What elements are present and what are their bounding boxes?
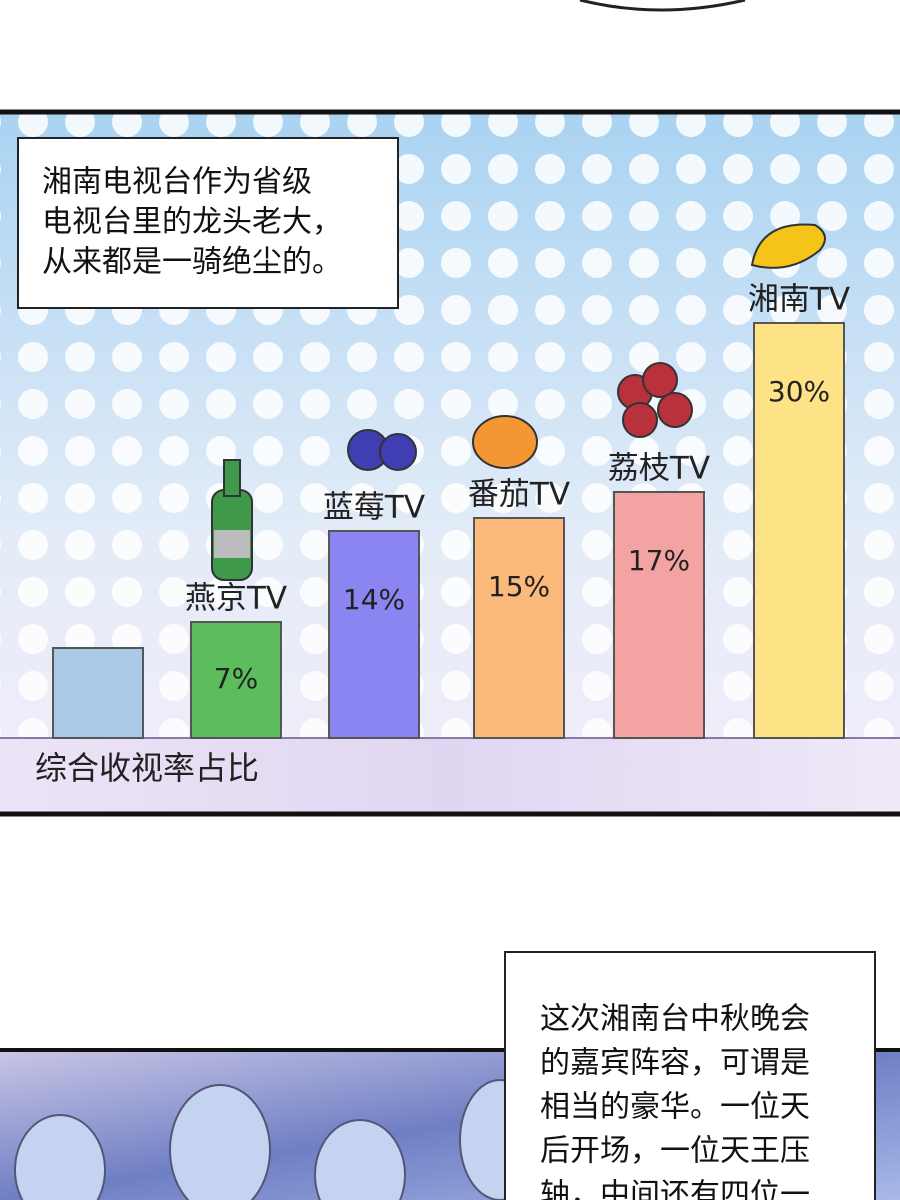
tomato [472,415,538,469]
bottle-neck [223,459,241,497]
mango [750,223,826,269]
value-label: 30% [768,375,830,408]
value-label: 15% [488,570,550,603]
caption-line: 轴，中间还有四位一 [540,1178,810,1200]
caption-line: 相当的豪华。一位天 [540,1090,810,1125]
caption-box [17,137,399,309]
category-label: 番茄TV [468,477,570,513]
caption-line: 湘南电视台作为省级 [42,165,312,200]
category-label: 燕京TV [185,581,287,617]
lychee [642,362,678,398]
lychee [622,402,658,438]
value-label: 7% [214,662,258,695]
bar [52,647,144,739]
caption-line: 的嘉宾阵容，可谓是 [540,1046,810,1081]
bar [753,322,845,739]
bubble-edge [579,0,746,12]
category-label: 湘南TV [748,282,850,318]
bar [473,517,565,739]
bottle-label [214,530,250,558]
category-label: 蓝莓TV [323,490,425,526]
icons [211,223,826,581]
bar [190,621,282,739]
axis-band [0,738,900,814]
caption-line: 这次湘南台中秋晚会 [540,1002,810,1037]
caption-line: 后开场，一位天王压 [540,1134,810,1169]
value-label: 17% [628,544,690,577]
bar [613,491,705,739]
value-label: 14% [343,583,405,616]
lychee [657,392,693,428]
caption-line: 电视台里的龙头老大， [42,205,342,240]
bars: 燕京TV 7% 蓝莓TV 14% 番茄TV 15% 荔枝TV 17% 湘南TV 30% [52,282,850,739]
caption-line: 从来都是一骑绝尘的。 [42,245,342,280]
caption-box [504,951,876,1200]
bar [328,530,420,739]
category-label: 荔枝TV [608,451,710,487]
x-label: 综合收视率占比 [35,749,259,787]
berry [379,433,417,471]
panel-border [0,109,900,817]
